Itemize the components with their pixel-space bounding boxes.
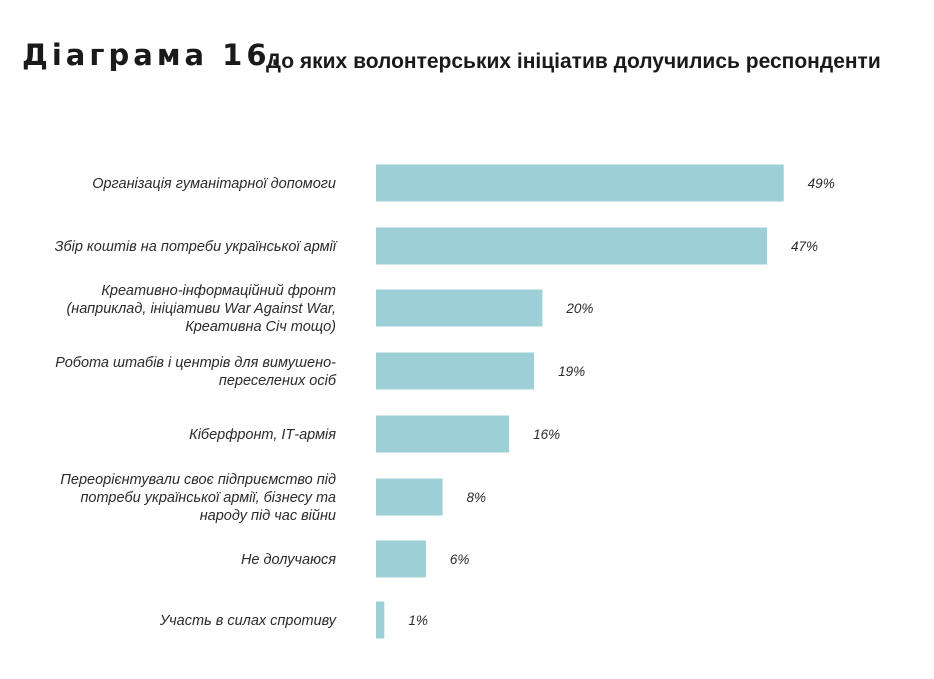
value-label: 47% [791, 239, 818, 254]
bar [376, 352, 535, 390]
bar [376, 601, 385, 639]
bar [376, 415, 510, 453]
category-label: Креативно-інформаційний фронт (наприклад,… [66, 283, 336, 335]
value-label: 19% [558, 364, 585, 379]
category-label: Участь в силах спротиву [159, 613, 337, 629]
chart-title-text: До яких волонтерських ініціатив долучили… [266, 50, 881, 73]
category-label: Кіберфронт, ІТ-армія [189, 427, 336, 443]
value-label: 1% [408, 613, 428, 628]
category-label: Робота штабів і центрів для вимушено-пер… [55, 355, 337, 389]
category-label: Переорієнтували своє підприємство під пот… [60, 472, 336, 524]
bar [376, 478, 443, 516]
category-label: Збір коштів на потреби української армії [55, 239, 338, 255]
value-label: 6% [450, 552, 470, 567]
category-label: Організація гуманітарної допомоги [92, 176, 336, 192]
bar [376, 289, 543, 327]
bar [376, 227, 768, 265]
value-label: 16% [533, 427, 560, 442]
category-label: Не долучаюся [241, 552, 336, 568]
chart-title-number: Діаграма 16. [22, 38, 286, 72]
bar [376, 164, 784, 202]
value-label: 20% [565, 301, 593, 316]
value-label: 49% [808, 176, 835, 191]
bar [376, 540, 426, 578]
value-label: 8% [467, 490, 487, 505]
